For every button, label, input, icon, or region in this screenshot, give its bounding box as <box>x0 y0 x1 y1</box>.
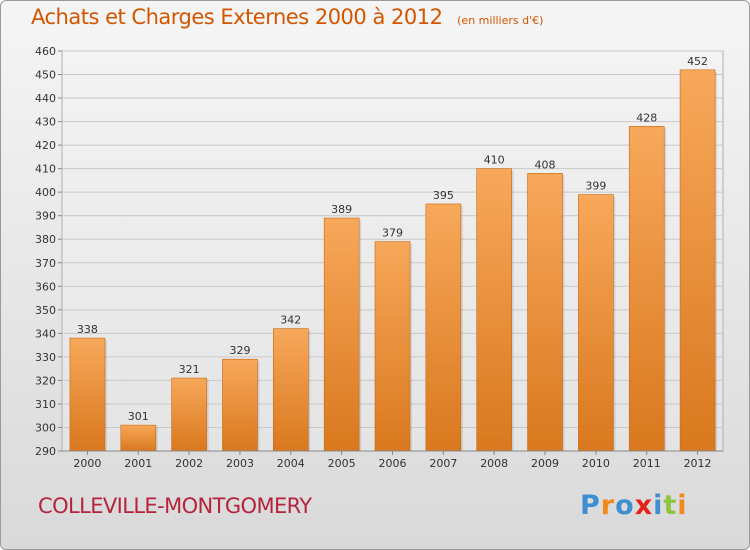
y-tick-label: 370 <box>35 257 56 270</box>
data-label: 389 <box>331 203 352 216</box>
bar-2007 <box>425 203 462 452</box>
x-tick-label: 2012 <box>684 457 712 470</box>
y-tick-label: 460 <box>35 45 56 58</box>
data-labels: 338 301 321 329 342 389 379 395 410 408 399 428 452 <box>77 55 708 423</box>
y-tick-label: 430 <box>35 116 56 129</box>
x-tick-label: 2010 <box>582 457 610 470</box>
y-tick-label: 390 <box>35 210 56 223</box>
x-tick-label: 2001 <box>124 457 152 470</box>
bar-2012 <box>679 69 716 452</box>
data-label: 321 <box>179 363 200 376</box>
bars <box>69 69 718 452</box>
y-tick-label: 330 <box>35 351 56 364</box>
data-label: 408 <box>535 158 556 171</box>
y-tick-label: 440 <box>35 92 56 105</box>
bar-2011 <box>628 125 665 452</box>
data-label: 395 <box>433 189 454 202</box>
bar-2006 <box>374 241 411 452</box>
bar-2008 <box>476 168 512 452</box>
bar-2004 <box>273 328 309 452</box>
y-tick-label: 320 <box>35 374 56 387</box>
bar-2005 <box>323 217 360 452</box>
x-tick-label: 2008 <box>480 457 508 470</box>
data-label: 379 <box>382 227 403 240</box>
y-tick-label: 360 <box>35 280 56 293</box>
x-tick-label: 2007 <box>429 457 457 470</box>
title-text: Achats et Charges Externes 2000 à 2012 <box>31 5 443 29</box>
data-label: 301 <box>128 410 149 423</box>
x-tick-label: 2011 <box>633 457 661 470</box>
bar-2009 <box>527 173 563 452</box>
y-axis: 290 300 310 320 330 340 350 360 370 380 390 400 410 4… <box>35 45 62 458</box>
x-axis: 2000 2001 2002 2003 2004 2005 2006 2007 2008 2009… <box>62 450 723 470</box>
y-tick-label: 400 <box>35 186 56 199</box>
bar-2003 <box>222 358 258 452</box>
chart-title: Achats et Charges Externes 2000 à 2012 (… <box>31 5 543 29</box>
logo-letter: i <box>677 490 688 521</box>
bar-2001 <box>120 424 157 452</box>
logo-letter: i <box>653 490 664 521</box>
x-tick-label: 2004 <box>277 457 305 470</box>
data-label: 329 <box>229 344 250 357</box>
logo-letter: t <box>663 490 678 521</box>
unit-note: (en milliers d'€) <box>457 14 544 27</box>
x-tick-label: 2003 <box>226 457 254 470</box>
x-tick-label: 2009 <box>531 457 559 470</box>
data-label: 399 <box>585 180 606 193</box>
y-tick-label: 290 <box>35 445 56 458</box>
data-label: 342 <box>280 314 301 327</box>
y-tick-label: 340 <box>35 327 56 340</box>
y-tick-label: 300 <box>35 421 56 434</box>
data-label: 452 <box>687 55 708 68</box>
x-tick-label: 2006 <box>379 457 407 470</box>
data-label: 338 <box>77 323 98 336</box>
commune-name: COLLEVILLE-MONTGOMERY <box>38 494 312 518</box>
y-tick-label: 410 <box>35 163 56 176</box>
bar-2000 <box>69 337 106 452</box>
y-tick-label: 310 <box>35 398 56 411</box>
logo-letter: x <box>634 490 654 521</box>
y-tick-label: 380 <box>35 233 56 246</box>
bar-2002 <box>171 377 207 452</box>
logo-letter: r <box>600 490 616 521</box>
y-tick-label: 450 <box>35 69 56 82</box>
x-tick-label: 2002 <box>175 457 203 470</box>
logo-letter: o <box>615 490 635 521</box>
bar-2010 <box>578 194 614 452</box>
data-label: 428 <box>636 111 657 124</box>
y-tick-label: 350 <box>35 304 56 317</box>
proxiti-logo[interactable]: Proxiti <box>580 490 688 521</box>
x-tick-label: 2005 <box>328 457 356 470</box>
logo-letter: P <box>580 490 601 521</box>
y-tick-label: 420 <box>35 139 56 152</box>
x-tick-label: 2000 <box>73 457 101 470</box>
data-label: 410 <box>484 154 505 167</box>
